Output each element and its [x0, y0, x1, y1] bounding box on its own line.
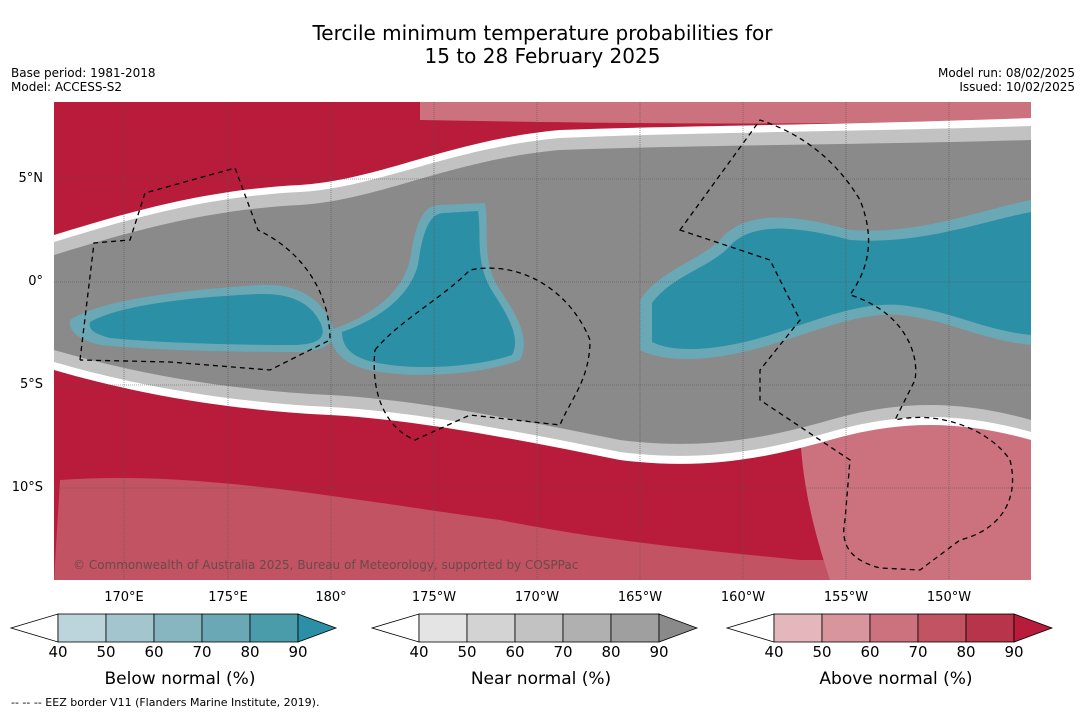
colorbar-tick-label: 80 — [601, 643, 621, 661]
colorbar-segment — [418, 613, 468, 643]
near-normal-region — [54, 140, 1031, 444]
colorbar-segment — [466, 613, 516, 643]
copyright-notice: © Commonwealth of Australia 2025, Bureau… — [73, 558, 579, 572]
colorbar-segment — [965, 613, 1015, 643]
above-normal-60-region — [800, 415, 1031, 580]
map-title-line1: Tercile minimum temperature probabilitie… — [312, 21, 773, 45]
colorbar-segment — [105, 613, 155, 643]
model-name: Model: ACCESS-S2 — [11, 80, 123, 94]
colorbar-low-triangle — [10, 613, 59, 643]
colorbar-tick-label: 60 — [505, 643, 525, 661]
colorbar-tick-label: 50 — [812, 643, 832, 661]
colorbar-segment — [201, 613, 251, 643]
colorbar-tick-label: 80 — [956, 643, 976, 661]
lon-label-180: 180° — [315, 590, 347, 605]
map-title-line2: 15 to 28 February 2025 — [424, 44, 661, 68]
colorbar-tick-label: 90 — [1004, 643, 1024, 661]
colorbar-low-triangle — [371, 613, 420, 643]
colorbar-low-triangle — [726, 613, 775, 643]
lon-label-175e: 175°E — [208, 590, 248, 605]
colorbar-below-normal — [10, 613, 338, 643]
colorbar-segment — [917, 613, 967, 643]
above-normal-70-region — [54, 478, 1031, 580]
lon-label-175w: 175°W — [411, 590, 457, 605]
colorbar-segment — [249, 613, 299, 643]
colorbar-tick-label: 70 — [192, 643, 212, 661]
issued-date: Issued: 10/02/2025 — [959, 80, 1075, 94]
below-normal-west-region — [89, 293, 323, 345]
colorbar-segment — [514, 613, 564, 643]
colorbar-tick-label: 70 — [908, 643, 928, 661]
colorbar-high-triangle — [658, 613, 699, 643]
colorbar-tick-label: 50 — [457, 643, 477, 661]
colorbar-tick-label: 60 — [144, 643, 164, 661]
colorbar-segment — [57, 613, 107, 643]
colorbar-tick-label: 90 — [649, 643, 669, 661]
colorbar-tick-label: 90 — [288, 643, 308, 661]
lat-label-0: 0° — [28, 274, 43, 289]
lon-label-150w: 150°W — [926, 590, 972, 605]
base-period: Base period: 1981-2018 — [11, 66, 156, 80]
colorbar-label-above: Above normal (%) — [819, 669, 973, 689]
colorbar-tick-label: 40 — [409, 643, 429, 661]
gridlines — [54, 102, 1031, 580]
above-normal-north-region — [420, 102, 1031, 124]
colorbar-high-triangle — [1013, 613, 1054, 643]
below-normal-central-region — [342, 211, 516, 367]
lon-label-155w: 155°W — [823, 590, 869, 605]
colorbar-near-normal — [371, 613, 699, 643]
colorbar-tick-label: 50 — [96, 643, 116, 661]
probability-map — [54, 102, 1031, 580]
lat-label-5n: 5°N — [18, 171, 44, 186]
colorbar-high-triangle — [297, 613, 338, 643]
colorbar-segment — [610, 613, 660, 643]
eez-legend-note: -- -- -- EEZ border V11 (Flanders Marine… — [11, 696, 320, 709]
lon-label-170e: 170°E — [104, 590, 144, 605]
below-normal-east-region — [652, 212, 1031, 350]
colorbar-tick-label: 60 — [860, 643, 880, 661]
colorbar-segment — [869, 613, 919, 643]
colorbar-tick-label: 70 — [553, 643, 573, 661]
lat-label-5s: 5°S — [19, 377, 43, 392]
lat-label-10s: 10°S — [11, 480, 43, 495]
model-run: Model run: 08/02/2025 — [937, 66, 1075, 80]
eez-borders — [79, 119, 1014, 571]
lon-label-170w: 170°W — [514, 590, 560, 605]
colorbar-segment — [773, 613, 823, 643]
colorbar-above-normal — [726, 613, 1054, 643]
colorbar-segment — [153, 613, 203, 643]
colorbar-label-near: Near normal (%) — [470, 669, 612, 689]
colorbar-tick-label: 40 — [764, 643, 784, 661]
lon-label-160w: 160°W — [720, 590, 766, 605]
colorbar-segment — [562, 613, 612, 643]
colorbar-tick-label: 40 — [48, 643, 68, 661]
colorbar-segment — [821, 613, 871, 643]
colorbar-tick-label: 80 — [240, 643, 260, 661]
lon-label-165w: 165°W — [617, 590, 663, 605]
colorbar-label-below: Below normal (%) — [104, 669, 256, 689]
